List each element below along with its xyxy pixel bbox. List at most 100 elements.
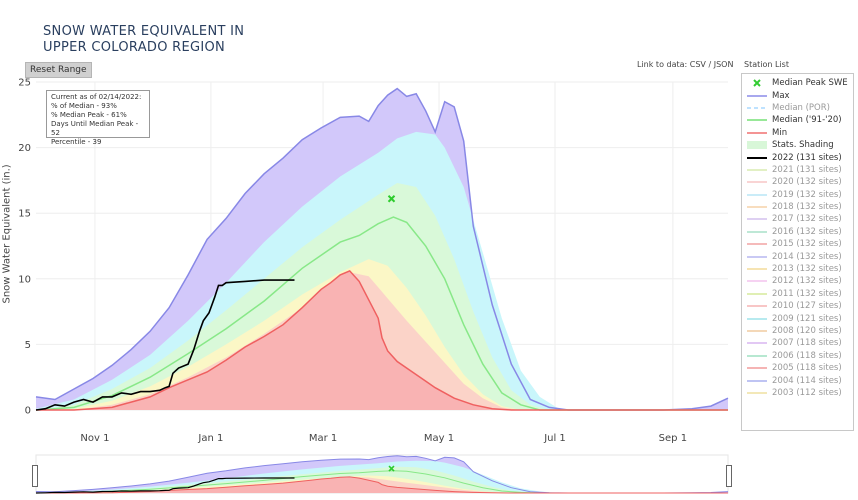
legend-label: 2010 (127 sites) [772,301,842,312]
legend-symbol [746,103,768,113]
legend-item[interactable]: 2009 (121 sites) [742,312,853,324]
chart-title-line2: UPPER COLORADO REGION [43,40,226,55]
csv-link[interactable]: CSV [689,60,706,69]
legend-symbol [746,326,768,336]
min-band [36,270,728,410]
legend-item[interactable]: 2018 (132 sites) [742,201,853,213]
legend-label: 2021 (131 sites) [772,164,842,175]
legend-item[interactable]: 2015 (132 sites) [742,238,853,250]
legend-item[interactable]: 2004 (114 sites) [742,374,853,386]
legend-symbol [746,239,768,249]
data-links: Link to data: CSV / JSON [637,60,733,69]
legend-label: Median ('91-'20) [772,115,842,126]
x-tick-label: Jan 1 [197,433,223,444]
legend-label: 2009 (121 sites) [772,313,842,324]
legend-label: Stats. Shading [772,140,834,151]
legend-symbol [746,202,768,212]
legend-label: 2004 (114 sites) [772,375,842,386]
legend-item[interactable]: 2017 (132 sites) [742,213,853,225]
json-link[interactable]: JSON [713,60,734,69]
median-line [35,216,728,411]
y-tick-label: 15 [18,209,31,220]
legend-symbol [746,351,768,361]
legend: Median Peak SWE Max Median (POR) Median ('9… [741,73,854,431]
legend-symbol [746,252,768,262]
series-lines [35,87,729,411]
legend-item[interactable]: Max [742,89,853,101]
legend-label: 2015 (132 sites) [772,239,842,250]
legend-label: Min [772,127,788,138]
legend-label: 2008 (120 sites) [772,326,842,336]
info-line: Days Until Median Peak - 52 [51,120,139,137]
legend-label: 2014 (132 sites) [772,251,842,262]
info-line: Current as of 02/14/2022: [51,93,142,101]
x-tick-labels: Nov 1 Jan 1 Mar 1 May 1 Jul 1 Sep 1 [80,433,687,444]
reset-range-button[interactable]: Reset Range [25,62,92,78]
legend-symbol [746,128,768,138]
info-line: Percentile - 39 [51,138,102,146]
legend-label: 2017 (132 sites) [772,214,842,225]
legend-item[interactable]: 2013 (132 sites) [742,263,853,275]
legend-symbol [746,153,768,163]
legend-item[interactable]: 2020 (132 sites) [742,176,853,188]
legend-symbol [746,289,768,299]
current-info-box: Current as of 02/14/2022: % of Median - … [46,90,150,146]
legend-symbol [746,78,768,88]
info-line: % of Median - 93% [51,102,117,110]
legend-item[interactable]: Min [742,127,853,139]
legend-item[interactable]: 2016 (132 sites) [742,226,853,238]
legend-symbol [746,276,768,286]
legend-item[interactable]: 2014 (132 sites) [742,250,853,262]
link-prefix: Link to data: [637,60,688,69]
legend-label: 2022 (131 sites) [772,152,842,163]
legend-symbol [746,376,768,386]
range-handle-left[interactable] [32,465,38,487]
legend-item[interactable]: 2022 (131 sites) [742,151,853,163]
range-current-line [35,477,295,494]
legend-item[interactable]: 2005 (118 sites) [742,362,853,374]
station-list-label: Station List [744,60,789,69]
legend-label: 2019 (132 sites) [772,189,842,200]
y-tick-label: 0 [25,406,31,417]
legend-item[interactable]: 2006 (118 sites) [742,350,853,362]
legend-label: 2020 (132 sites) [772,177,842,188]
legend-item[interactable]: 2021 (131 sites) [742,164,853,176]
legend-symbol [746,301,768,311]
legend-symbol [746,388,768,398]
y-tick-label: 5 [25,340,31,351]
x-tick-label: Mar 1 [309,433,337,444]
legend-item[interactable]: 2003 (112 sites) [742,387,853,399]
legend-label: 2013 (132 sites) [772,264,842,275]
legend-item[interactable]: 2010 (127 sites) [742,300,853,312]
range-handle-right[interactable] [726,465,732,487]
median-peak-marker-group [387,195,396,203]
legend-item[interactable]: 2011 (132 sites) [742,288,853,300]
legend-item[interactable]: 2008 (120 sites) [742,325,853,337]
chart-title-line1: SNOW WATER EQUIVALENT IN [43,24,245,39]
legend-symbol [746,91,768,101]
x-tick-label: Jul 1 [543,433,566,444]
legend-label: Max [772,90,790,101]
legend-symbol [746,227,768,237]
legend-symbol [746,140,768,150]
legend-symbol [746,177,768,187]
y-tick-label: 10 [18,274,31,285]
legend-item[interactable]: 2007 (118 sites) [742,337,853,349]
legend-label: 2007 (118 sites) [772,338,842,349]
legend-item[interactable]: Median Peak SWE [742,77,853,89]
median-peak-marker [387,195,396,203]
legend-item[interactable]: Stats. Shading [742,139,853,151]
legend-label: 2011 (132 sites) [772,288,842,299]
legend-item[interactable]: Median ('91-'20) [742,114,853,126]
legend-item[interactable]: 2012 (132 sites) [742,275,853,287]
legend-symbol [746,115,768,125]
range-median-line [35,470,728,494]
legend-item[interactable]: Median (POR) [742,102,853,114]
legend-symbol [746,314,768,324]
legend-item[interactable]: 2019 (132 sites) [742,189,853,201]
legend-label: Median Peak SWE [772,78,848,89]
range-max-line [35,455,729,494]
min-line [36,270,728,411]
x-tick-label: Sep 1 [659,433,687,444]
